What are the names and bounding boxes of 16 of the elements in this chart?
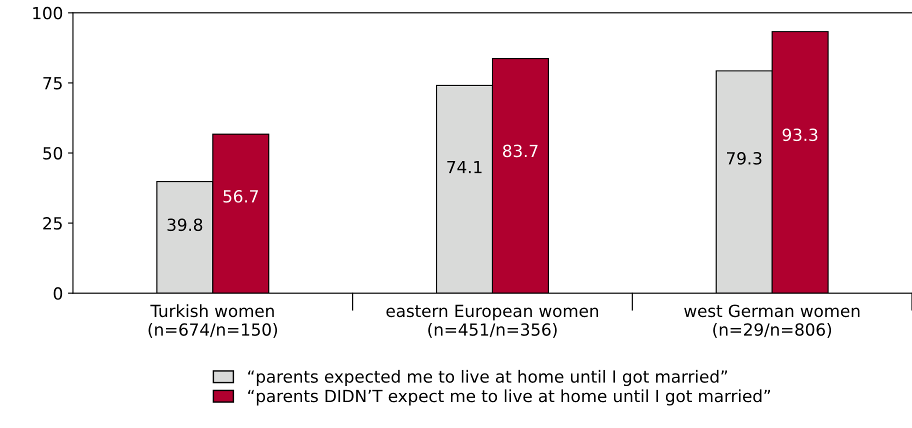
x-tick-label: eastern European women (n=451/n=356)	[386, 304, 598, 338]
data-label: 74.1	[447, 160, 482, 174]
data-label: 56.7	[224, 190, 258, 203]
y-tick-label: 0	[54, 287, 62, 300]
y-tick-label: 75	[43, 77, 62, 90]
legend-label: “parents expected me to live at home until I got married”	[248, 370, 728, 386]
data-label: 83.7	[503, 144, 538, 158]
x-tick-label: west German women (n=29/n=806)	[684, 304, 860, 338]
y-tick-label: 100	[33, 6, 62, 20]
data-label: 39.8	[168, 218, 202, 232]
y-tick-label: 50	[43, 146, 62, 160]
data-label: 93.3	[782, 128, 818, 142]
y-tick-label: 25	[43, 217, 62, 230]
data-label: 79.3	[727, 152, 762, 165]
legend-label: “parents DIDN’T expect me to live at home until I got married”	[248, 389, 770, 406]
x-tick-label: Turkish women (n=674/n=150)	[148, 304, 278, 338]
